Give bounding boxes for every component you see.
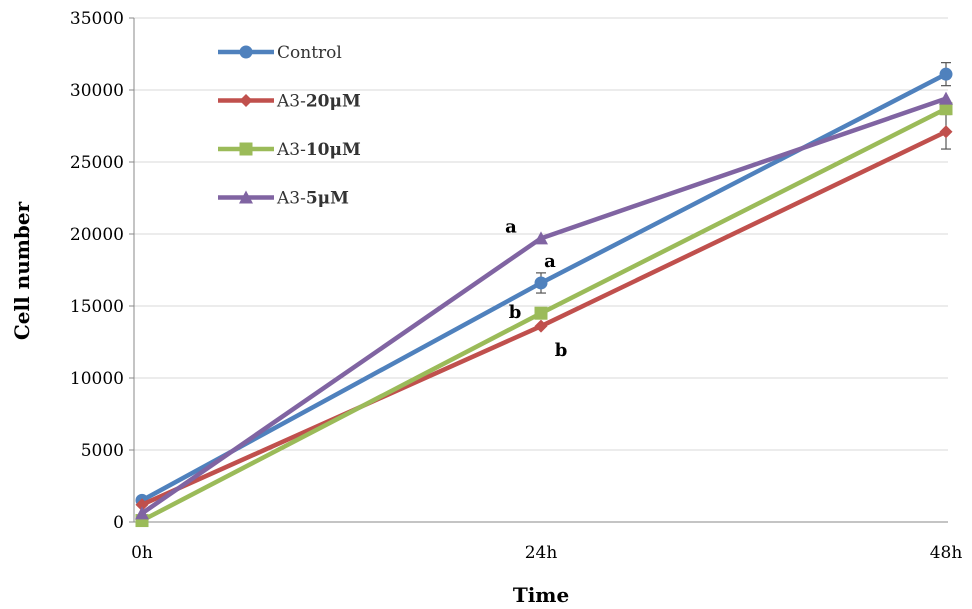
legend-label-dose: 5μM	[306, 189, 349, 209]
axes	[129, 17, 948, 523]
data-point	[135, 506, 149, 520]
legend-label-prefix: A3-	[276, 92, 306, 112]
legend-marker	[239, 142, 253, 156]
x-tick-labels: 0h 24h 48h	[131, 543, 962, 563]
y-tick-label: 5000	[81, 441, 124, 461]
annotation-label: a	[505, 216, 517, 237]
data-point	[534, 319, 548, 333]
annotation-label: b	[555, 340, 568, 361]
y-tick-label: 25000	[70, 153, 124, 173]
y-tick-label: 10000	[70, 369, 124, 389]
y-axis-title: Cell number	[10, 201, 34, 340]
series-control	[135, 62, 953, 507]
series-a3-20-m	[135, 113, 953, 512]
data-point	[939, 91, 953, 105]
y-tick-label: 0	[113, 513, 124, 533]
data-point	[534, 276, 548, 290]
x-tick-label: 48h	[930, 543, 963, 563]
legend-entry: A3-5μM	[218, 189, 349, 209]
series-a3-5-m	[135, 91, 953, 520]
y-tick-labels: 0 5000 10000 15000 20000 25000 30000 35000	[70, 9, 124, 533]
x-tick-label: 0h	[131, 543, 153, 563]
data-point	[534, 306, 548, 320]
legend-entry: A3-10μM	[218, 140, 361, 160]
legend-entry: A3-20μM	[218, 92, 361, 112]
data-point	[135, 498, 149, 512]
y-tick-label: 35000	[70, 9, 124, 29]
y-tick-label: 15000	[70, 297, 124, 317]
series-group	[135, 62, 953, 528]
annotations: a a b b	[505, 216, 567, 361]
legend-label: A3-20μM	[276, 92, 361, 112]
legend-label-dose: 20μM	[306, 92, 361, 112]
gridlines	[134, 17, 948, 451]
x-axis-title: Time	[513, 583, 569, 607]
data-point	[939, 102, 953, 116]
data-point	[939, 125, 953, 139]
annotation-label: b	[509, 302, 522, 323]
legend-entry: Control	[218, 43, 342, 63]
y-tick-label: 20000	[70, 225, 124, 245]
legend-marker	[239, 45, 253, 59]
x-tick-label: 24h	[525, 543, 558, 563]
legend-label: A3-10μM	[276, 140, 361, 160]
legend-label-prefix: A3-	[276, 140, 306, 160]
legend-marker	[239, 94, 253, 107]
legend-label: A3-5μM	[276, 189, 349, 209]
legend-label: Control	[277, 43, 342, 63]
legend-label-prefix: A3-	[276, 189, 306, 209]
series-a3-10-m	[135, 102, 953, 528]
legend-marker	[239, 190, 253, 204]
data-point	[534, 231, 548, 245]
annotation-label: a	[544, 251, 556, 272]
legend-label-dose: 10μM	[306, 140, 361, 160]
data-point	[939, 67, 953, 81]
y-tick-label: 30000	[70, 81, 124, 101]
legend-label-prefix: Control	[277, 43, 342, 63]
